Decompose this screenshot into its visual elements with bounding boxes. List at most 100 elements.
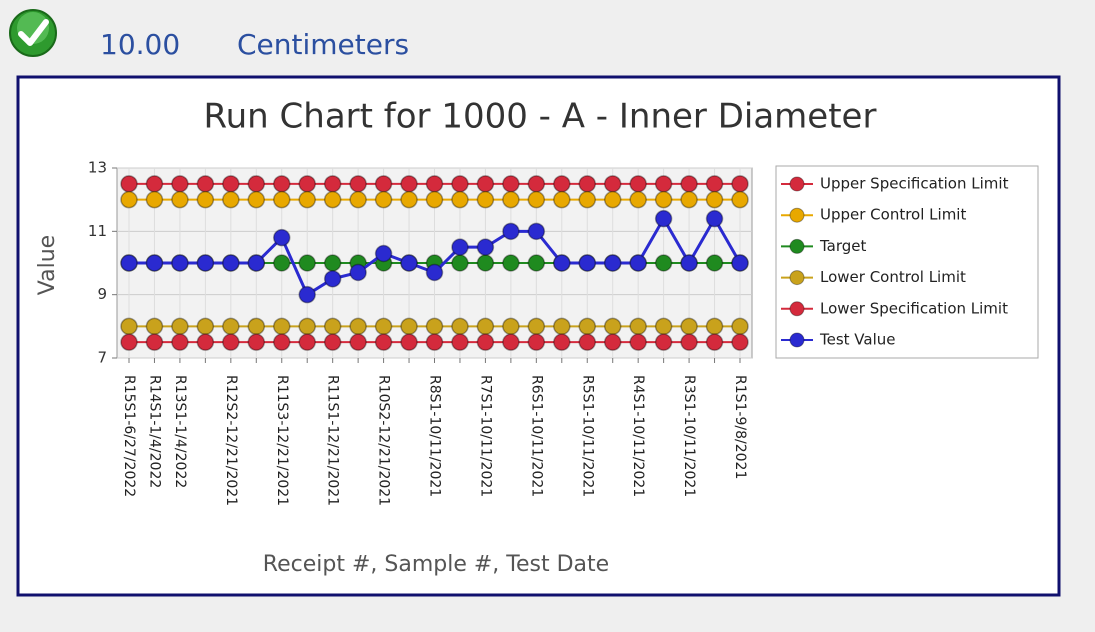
series-marker xyxy=(553,333,571,351)
x-tick-label: R14S1-1/4/2022 xyxy=(146,375,162,488)
series-marker xyxy=(553,317,571,336)
legend-marker xyxy=(789,301,805,317)
x-axis-label: Receipt #, Sample #, Test Date xyxy=(263,552,609,577)
series-marker xyxy=(425,175,444,193)
series-marker xyxy=(629,333,647,351)
series-marker xyxy=(374,333,393,351)
x-tick-label: R6S1-10/11/2021 xyxy=(528,375,544,497)
series-marker xyxy=(680,254,698,272)
series-marker xyxy=(222,175,240,193)
series-marker xyxy=(145,190,164,209)
series-marker xyxy=(323,317,342,336)
series-marker xyxy=(196,317,215,336)
series-marker xyxy=(196,190,215,209)
series-marker xyxy=(196,175,215,193)
series-marker xyxy=(196,254,215,272)
series-marker xyxy=(451,175,469,193)
series-marker xyxy=(654,175,673,193)
series-marker xyxy=(349,190,367,209)
series-marker xyxy=(553,190,571,209)
series-marker xyxy=(273,333,291,351)
series-marker xyxy=(705,175,724,193)
series-marker xyxy=(374,317,393,336)
x-tick-label: R7S1-10/11/2021 xyxy=(477,375,493,497)
check-icon xyxy=(9,9,57,57)
legend-label: Test Value xyxy=(819,331,896,349)
series-marker xyxy=(145,175,164,193)
series-marker xyxy=(451,333,469,351)
series-marker xyxy=(680,317,698,336)
series-marker xyxy=(731,175,749,193)
series-marker xyxy=(171,190,189,209)
chart-title: Run Chart for 1000 - A - Inner Diameter xyxy=(204,97,877,137)
series-marker xyxy=(527,175,546,193)
series-marker xyxy=(425,333,444,351)
series-marker xyxy=(273,317,291,336)
series-marker xyxy=(196,333,215,351)
series-marker xyxy=(527,333,546,351)
series-marker xyxy=(705,333,724,351)
series-marker xyxy=(654,190,673,209)
series-marker xyxy=(603,175,622,193)
series-marker xyxy=(629,190,647,209)
series-marker xyxy=(298,190,316,209)
x-tick-label: R11S1-12/21/2021 xyxy=(325,375,341,506)
series-marker xyxy=(731,254,749,272)
series-marker xyxy=(629,317,647,336)
x-tick-label: R10S2-12/21/2021 xyxy=(376,375,392,506)
series-marker xyxy=(680,175,698,193)
x-tick-label: R13S1-1/4/2022 xyxy=(172,375,188,488)
legend-label: Lower Specification Limit xyxy=(820,299,1008,317)
legend-marker xyxy=(789,238,805,254)
series-marker xyxy=(705,190,724,209)
series-marker xyxy=(120,175,138,193)
series-marker xyxy=(578,190,596,209)
series-marker xyxy=(400,317,418,336)
legend-marker xyxy=(789,176,805,192)
series-marker xyxy=(120,317,138,336)
series-marker xyxy=(578,175,596,193)
series-marker xyxy=(349,317,367,336)
series-marker xyxy=(603,333,622,351)
x-tick-label: R5S1-10/11/2021 xyxy=(579,375,595,497)
series-marker xyxy=(654,333,673,351)
series-marker xyxy=(451,254,469,272)
series-marker xyxy=(731,333,749,351)
series-marker xyxy=(273,175,291,193)
series-marker xyxy=(120,190,138,209)
series-marker xyxy=(273,190,291,209)
series-marker xyxy=(731,190,749,209)
series-marker xyxy=(705,209,724,228)
series-marker xyxy=(476,317,495,336)
x-tick-label: R12S2-12/21/2021 xyxy=(223,375,239,506)
series-marker xyxy=(705,254,724,272)
series-marker xyxy=(629,175,647,193)
chart-layer: 7 9 11 13 R15S1-6/27/2022 R14S1-1/4/2022 R13S1… xyxy=(88,159,1009,507)
x-tick-label: R1S1-9/8/2021 xyxy=(732,375,748,479)
legend-label: Target xyxy=(819,237,867,255)
y-tick-label: 13 xyxy=(88,159,107,177)
measure-unit: Centimeters xyxy=(237,28,409,61)
legend-marker xyxy=(789,270,805,286)
series-marker xyxy=(323,175,342,193)
series-marker xyxy=(400,190,418,209)
y-tick-label: 11 xyxy=(88,222,107,240)
series-marker xyxy=(374,175,393,193)
series-marker xyxy=(120,333,138,351)
series-marker xyxy=(273,228,291,247)
series-marker xyxy=(425,317,444,336)
legend-label: Upper Specification Limit xyxy=(820,175,1009,193)
series-marker xyxy=(654,209,673,228)
series-marker xyxy=(298,175,316,193)
measure-value: 10.00 xyxy=(100,28,180,61)
series-marker xyxy=(527,222,546,241)
series-marker xyxy=(298,333,316,351)
series-marker xyxy=(603,254,622,272)
series-marker xyxy=(502,222,520,241)
series-marker xyxy=(502,317,520,336)
series-marker xyxy=(273,254,291,272)
x-tick-label: R15S1-6/27/2022 xyxy=(121,375,137,497)
series-marker xyxy=(731,317,749,336)
